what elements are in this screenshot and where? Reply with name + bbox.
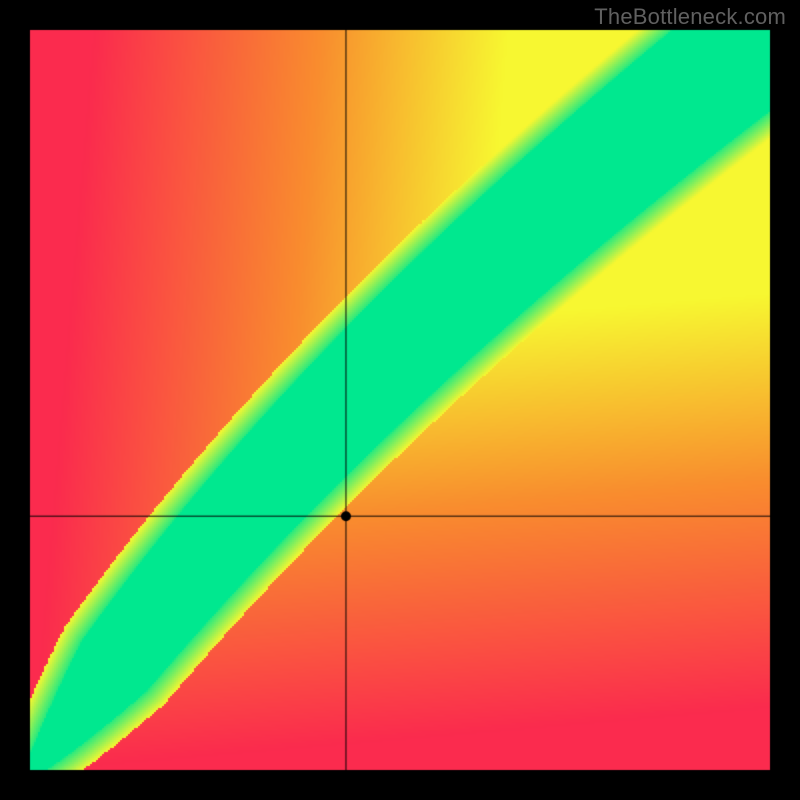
heatmap-canvas [0,0,800,800]
watermark-text: TheBottleneck.com [594,4,786,30]
chart-container: TheBottleneck.com [0,0,800,800]
